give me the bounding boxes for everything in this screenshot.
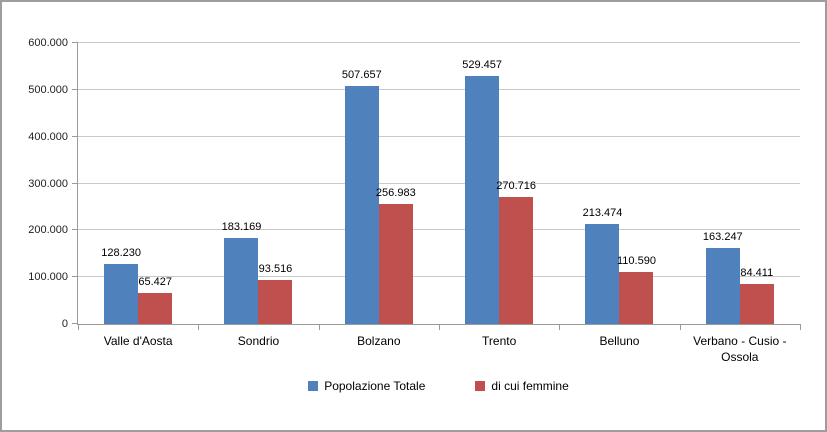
bar-di-cui-femmine-verbano-cusio-ossola: 84.411 bbox=[739, 267, 774, 324]
category-groups: 128.230 65.427 Valle d'Aosta 183.169 93.516 S… bbox=[78, 43, 800, 364]
bar-value-label: 213.474 bbox=[582, 207, 623, 220]
bar-popolazione-totale-trento: 529.457 bbox=[462, 59, 502, 324]
bar-di-cui-femmine-belluno: 110.590 bbox=[617, 255, 656, 324]
y-axis-tick-label: 600.000 bbox=[28, 37, 68, 49]
gridline bbox=[78, 135, 800, 137]
legend-swatch-icon bbox=[308, 381, 319, 391]
bar-value-label: 65.427 bbox=[138, 276, 172, 289]
legend: Popolazione Totale di cui femmine bbox=[77, 379, 800, 393]
bar-value-label: 84.411 bbox=[740, 267, 774, 280]
x-axis-category-label: Trento bbox=[482, 334, 517, 348]
category-group-bolzano: 507.657 256.983 Bolzano bbox=[319, 43, 439, 348]
x-axis-tick bbox=[318, 324, 320, 330]
y-axis-tick bbox=[72, 323, 78, 324]
bar-pair: 507.657 256.983 bbox=[342, 43, 416, 324]
legend-label: di cui femmine bbox=[491, 379, 569, 393]
category-group-verbano-cusio-ossola: 163.247 84.411 Verbano - Cusio - Ossola bbox=[680, 43, 800, 364]
gridline bbox=[78, 88, 800, 90]
y-axis-tick bbox=[72, 88, 78, 90]
y-axis-tick bbox=[72, 135, 78, 137]
x-axis-tick bbox=[800, 324, 801, 330]
y-axis-tick-label: 500.000 bbox=[28, 83, 68, 96]
gridline bbox=[78, 42, 800, 43]
bar-value-label: 256.983 bbox=[375, 186, 416, 199]
bar-popolazione-totale-valle-d-aosta: 128.230 bbox=[101, 247, 141, 324]
category-group-trento: 529.457 270.716 Trento bbox=[439, 43, 559, 348]
plot-area: 0 100.000 200.000 300.000 400.000 500.000 600.… bbox=[28, 37, 801, 364]
bar-di-cui-femmine-bolzano: 256.983 bbox=[376, 187, 416, 324]
bar-di-cui-femmine-sondrio: 93.516 bbox=[258, 263, 293, 324]
y-axis-tick bbox=[72, 229, 78, 231]
bar-pair: 128.230 65.427 bbox=[101, 43, 173, 324]
bar-pair: 213.474 110.590 bbox=[583, 43, 656, 324]
bar-popolazione-totale-belluno: 213.474 bbox=[583, 207, 622, 324]
x-axis-tick bbox=[78, 324, 79, 330]
bar-value-label: 183.169 bbox=[221, 221, 262, 234]
bar-di-cui-femmine-valle-d-aosta: 65.427 bbox=[138, 276, 173, 324]
y-axis-tick-label: 300.000 bbox=[28, 177, 68, 190]
y-axis-tick-label: 100.000 bbox=[28, 271, 68, 284]
category-group-belluno: 213.474 110.590 Belluno bbox=[559, 43, 679, 348]
legend-label: Popolazione Totale bbox=[324, 379, 426, 393]
bar-value-label: 128.230 bbox=[101, 246, 142, 259]
bar-popolazione-totale-sondrio: 183.169 bbox=[222, 221, 261, 324]
legend-item-popolazione-totale: Popolazione Totale bbox=[308, 379, 425, 393]
gridline bbox=[78, 276, 800, 278]
y-axis-tick bbox=[72, 182, 78, 184]
y-axis-tick bbox=[72, 276, 78, 278]
gridline bbox=[78, 182, 800, 184]
y-axis-tick bbox=[72, 42, 78, 43]
x-axis-tick bbox=[679, 324, 681, 330]
y-axis-tick-label: 0 bbox=[61, 318, 68, 330]
bar-popolazione-totale-bolzano: 507.657 bbox=[342, 69, 382, 324]
category-group-sondrio: 183.169 93.516 Sondrio bbox=[198, 43, 318, 348]
bar-value-label: 163.247 bbox=[702, 230, 743, 243]
bar-value-label: 507.657 bbox=[341, 69, 382, 82]
bar-pair: 529.457 270.716 bbox=[462, 43, 536, 324]
bar-popolazione-totale-verbano-cusio-ossola: 163.247 bbox=[703, 231, 743, 324]
category-group-valle-d-aosta: 128.230 65.427 Valle d'Aosta bbox=[78, 43, 198, 348]
x-axis-category-label: Verbano - Cusio - Ossola bbox=[693, 334, 787, 364]
x-axis-tick bbox=[559, 324, 561, 330]
gridline bbox=[78, 229, 800, 231]
bar-pair: 163.247 84.411 bbox=[703, 43, 774, 324]
bar-di-cui-femmine-trento: 270.716 bbox=[496, 180, 536, 324]
x-axis-category-label: Bolzano bbox=[357, 334, 401, 348]
bar-value-label: 93.516 bbox=[258, 263, 293, 276]
legend-swatch-icon bbox=[475, 381, 486, 391]
bar-value-label: 110.590 bbox=[616, 255, 656, 268]
x-axis-tick bbox=[198, 324, 200, 330]
x-axis-category-label: Sondrio bbox=[237, 334, 280, 348]
x-axis-category-label: Belluno bbox=[599, 334, 640, 348]
bar-value-label: 270.716 bbox=[496, 180, 537, 193]
y-axis-tick-label: 200.000 bbox=[28, 224, 68, 237]
y-axis-tick-label: 400.000 bbox=[28, 130, 68, 143]
x-axis-tick bbox=[439, 324, 440, 330]
bar-pair: 183.169 93.516 bbox=[222, 43, 293, 324]
x-axis-category-label: Valle d'Aosta bbox=[103, 334, 173, 348]
legend-item-di-cui-femmine: di cui femmine bbox=[475, 379, 569, 393]
bar-value-label: 529.457 bbox=[462, 59, 503, 72]
